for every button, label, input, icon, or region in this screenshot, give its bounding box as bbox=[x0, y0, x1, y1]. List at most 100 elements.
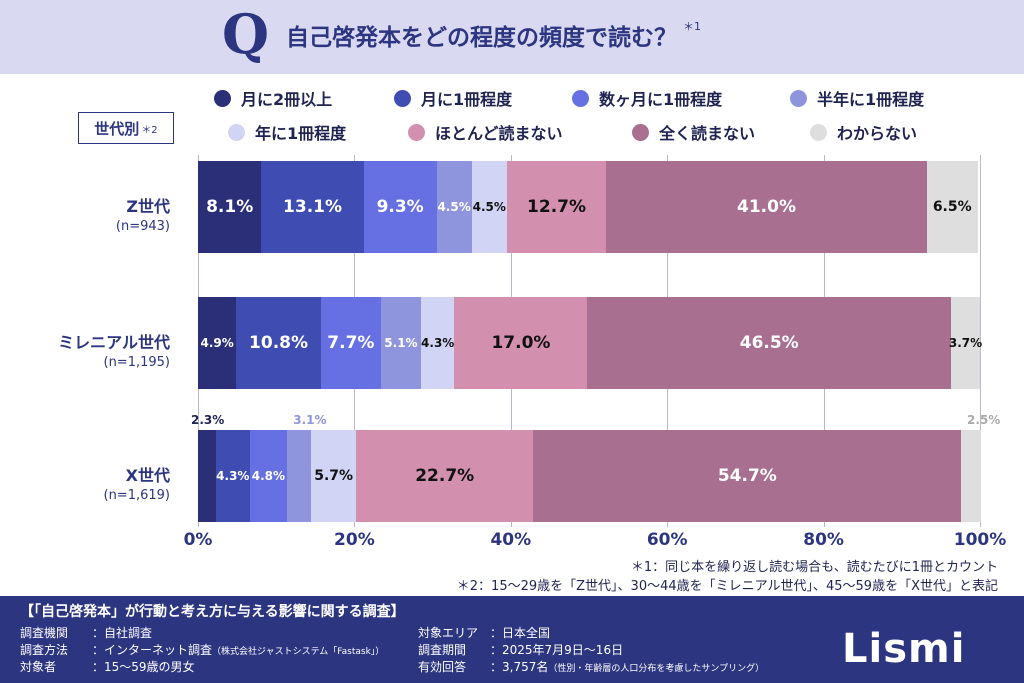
x-tick-label: 0% bbox=[183, 530, 213, 550]
question-title: 自己啓発本をどの程度の頻度で読む？ ＊1 bbox=[286, 18, 701, 52]
footer-info-row: 対象エリア ：日本全国 bbox=[418, 624, 550, 641]
bar-segment bbox=[198, 297, 237, 389]
category-n: (n=943) bbox=[115, 219, 170, 234]
legend-item: 月に1冊程度 bbox=[394, 86, 512, 110]
data-label: 17.0% bbox=[491, 333, 551, 353]
row-label: Z世代 (n=943) bbox=[0, 193, 170, 234]
category-name: Z世代 bbox=[126, 197, 170, 216]
data-label: 22.7% bbox=[415, 466, 475, 486]
data-label: 54.7% bbox=[717, 466, 777, 486]
legend-swatch bbox=[408, 123, 425, 141]
bar-segment bbox=[249, 430, 288, 522]
legend-label: 月に2冊以上 bbox=[241, 90, 333, 109]
bar-segment bbox=[320, 297, 381, 389]
footer-info-note: （性別・年齢層の人口分布を考慮したサンプリング） bbox=[548, 664, 765, 674]
legend-swatch bbox=[394, 89, 411, 107]
data-label: 5.7% bbox=[314, 468, 354, 484]
note-1: ＊1：同じ本を繰り返し読む場合も、読むたびに1冊とカウント bbox=[630, 560, 998, 575]
footer-info-row: 調査機関 ：自社調査 bbox=[20, 624, 152, 641]
footer-info-row: 調査方法 ：インターネット調査（株式会社ジャストシステム「Fastask」） bbox=[20, 641, 384, 658]
legend-swatch bbox=[810, 123, 827, 141]
data-label: 46.5% bbox=[739, 333, 799, 353]
footer-title: 【「自己啓発本」が行動と考え方に与える影響に関する調査】 bbox=[20, 604, 405, 620]
x-tick-label: 80% bbox=[803, 530, 844, 550]
category-name: X世代 bbox=[125, 466, 170, 485]
category-n: (n=1,195) bbox=[103, 355, 171, 370]
bar-segment bbox=[454, 297, 588, 389]
legend-item: 数ヶ月に1冊程度 bbox=[572, 86, 722, 110]
data-label: 4.5% bbox=[472, 200, 506, 214]
stacked-bar: 8.1% 13.1% 9.3% 4.5% 4.5% 12.7% 41.0% 6.5% bbox=[198, 161, 980, 253]
legend-item: 全く読まない bbox=[632, 120, 755, 144]
footer-info-value: ：インターネット調査 bbox=[92, 643, 213, 657]
bar-segment bbox=[961, 430, 981, 522]
data-label: 8.1% bbox=[206, 197, 254, 217]
legend-label: 年に1冊程度 bbox=[255, 124, 347, 143]
bar-segment bbox=[951, 297, 980, 389]
data-label: 2.5% bbox=[967, 413, 1001, 427]
legend-label: 月に1冊程度 bbox=[421, 90, 513, 109]
legend-label: 半年に1冊程度 bbox=[817, 90, 925, 109]
bar-segment bbox=[436, 161, 472, 253]
legend-swatch bbox=[214, 89, 231, 107]
data-label: 5.1% bbox=[384, 336, 418, 350]
legend-item: 月に2冊以上 bbox=[214, 86, 332, 110]
data-label: 4.3% bbox=[216, 469, 250, 483]
category-name: ミレニアル世代 bbox=[58, 333, 170, 352]
bar-segment bbox=[198, 430, 216, 522]
footer-info-key: 対象エリア bbox=[418, 626, 479, 640]
legend-label: 数ヶ月に1冊程度 bbox=[599, 90, 723, 109]
x-tick-label: 100% bbox=[953, 530, 1007, 550]
footer-info-row: 調査期間 ：2025年7月9日〜16日 bbox=[418, 641, 623, 658]
bar-segment bbox=[287, 430, 312, 522]
data-label: 10.8% bbox=[249, 333, 309, 353]
data-label: 4.5% bbox=[437, 200, 471, 214]
footer-info-value: ：15〜59歳の男女 bbox=[92, 660, 195, 674]
stacked-bar: 4.3% 4.8% 5.7% 22.7% 54.7% bbox=[198, 430, 981, 522]
footer-info-note: （株式会社ジャストシステム「Fastask」） bbox=[212, 647, 385, 657]
legend-label: ほとんど読まない bbox=[435, 124, 563, 143]
x-tick-label: 60% bbox=[646, 530, 688, 550]
question-text: 自己啓発本をどの程度の頻度で読む？ bbox=[286, 25, 677, 51]
footer-info-value: ：日本全国 bbox=[490, 626, 551, 640]
data-label: 7.7% bbox=[327, 333, 375, 353]
note-2: ＊2：15〜29歳を「Z世代」、30〜44歳を「ミレニアル世代」、45〜59歳を… bbox=[456, 579, 998, 594]
x-tick-label: 40% bbox=[490, 530, 532, 550]
bar-segment bbox=[420, 297, 455, 389]
data-label: 2.3% bbox=[190, 413, 225, 427]
footer-info-key: 調査機関 bbox=[20, 626, 69, 640]
bar-segment bbox=[261, 161, 364, 253]
data-label: 3.7% bbox=[948, 336, 983, 350]
data-label: 6.5% bbox=[932, 199, 972, 215]
bar-segment bbox=[380, 297, 421, 389]
q-mark: Q bbox=[222, 2, 270, 66]
footer-info-value: ：自社調査 bbox=[92, 626, 153, 640]
legend-swatch bbox=[790, 89, 807, 107]
bar-segment bbox=[926, 161, 978, 253]
x-tick-label: 20% bbox=[334, 530, 375, 550]
bar-segment bbox=[311, 430, 356, 522]
row-label: X世代 (n=1,619) bbox=[0, 462, 171, 503]
data-label: 4.3% bbox=[421, 336, 455, 350]
bar-segment bbox=[471, 161, 507, 253]
data-label: 12.7% bbox=[527, 197, 587, 217]
row-label: ミレニアル世代 (n=1,195) bbox=[0, 329, 170, 370]
bar-segment bbox=[506, 161, 607, 253]
data-label: 4.9% bbox=[200, 336, 234, 350]
bar-segment bbox=[236, 297, 321, 389]
bar-segment bbox=[355, 430, 534, 522]
header-banner: Q 自己啓発本をどの程度の頻度で読む？ ＊1 bbox=[0, 0, 1024, 74]
legend-swatch bbox=[228, 123, 245, 141]
category-n: (n=1,619) bbox=[103, 488, 171, 503]
footer-info-row: 有効回答 ：3,757名（性別・年齢層の人口分布を考慮したサンプリング） bbox=[418, 658, 764, 675]
group-label-text: 世代別 bbox=[94, 119, 140, 138]
footer-info-key: 調査方法 bbox=[20, 643, 69, 657]
legend-item: 年に1冊程度 bbox=[228, 120, 346, 144]
bar-segment bbox=[606, 161, 927, 253]
stacked-bar: 4.9% 10.8% 7.7% 5.1% 4.3% 17.0% 46.5% 3.7% bbox=[198, 297, 983, 389]
legend-item: わからない bbox=[810, 120, 917, 144]
lismi-logo: Lismi bbox=[842, 626, 966, 672]
legend-label: わからない bbox=[837, 124, 918, 143]
legend-item: 半年に1冊程度 bbox=[790, 86, 924, 110]
legend-label: 全く読まない bbox=[659, 124, 756, 143]
